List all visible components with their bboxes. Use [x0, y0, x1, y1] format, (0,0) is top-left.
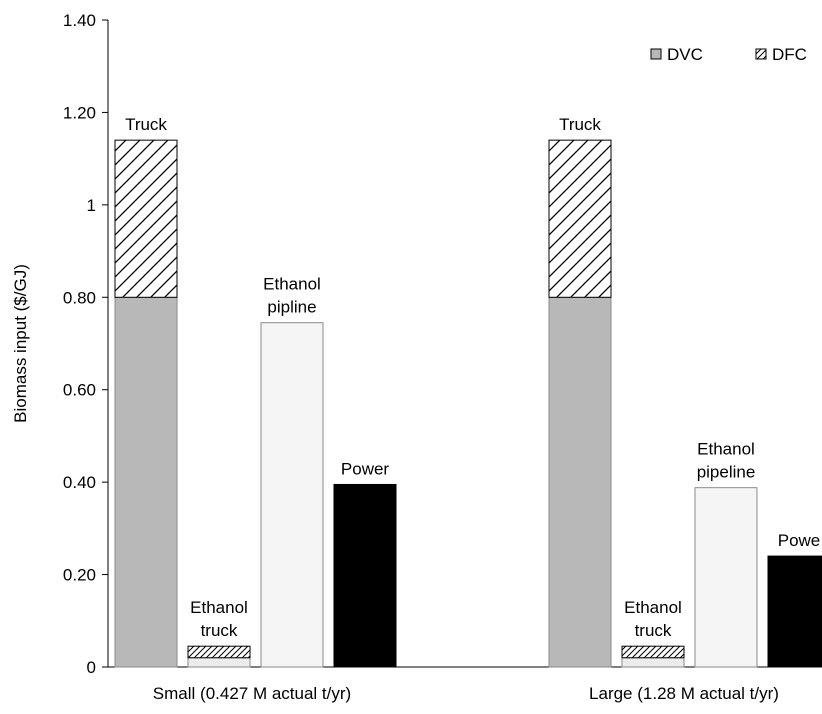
- legend-swatch: [650, 48, 662, 60]
- bar-dfc-segment: [548, 139, 612, 298]
- bar-dvc-segment: [333, 483, 397, 668]
- x-category-label: Large (1.28 M actual t/yr): [589, 684, 779, 703]
- bar-label: Power: [341, 459, 390, 478]
- bar-label: Powe: [778, 531, 821, 550]
- bar-dvc-segment: [767, 555, 822, 668]
- bar-dfc-segment: [187, 645, 251, 659]
- y-tick-label: 0.60: [63, 381, 96, 400]
- bar-dfc-segment: [621, 645, 685, 659]
- legend-label: DVC: [667, 45, 703, 64]
- bar-dvc-segment: [694, 487, 758, 668]
- bar-dvc-segment: [114, 296, 178, 668]
- bar-label: Ethanol: [263, 275, 321, 294]
- bar-label: Truck: [559, 115, 601, 134]
- y-tick-label: 0: [87, 658, 96, 677]
- y-tick-label: 1: [87, 196, 96, 215]
- x-category-label: Small (0.427 M actual t/yr): [153, 684, 351, 703]
- y-tick-label: 1.20: [63, 103, 96, 122]
- bar-label: pipline: [267, 298, 316, 317]
- bar-label: Ethanol: [190, 598, 248, 617]
- bar-dvc-segment: [548, 296, 612, 668]
- bar-label: truck: [635, 621, 672, 640]
- bar-dvc-segment: [187, 657, 251, 668]
- y-axis-title: Biomass input ($/GJ): [11, 264, 30, 423]
- y-tick-label: 0.40: [63, 473, 96, 492]
- y-tick-label: 1.40: [63, 11, 96, 30]
- bar-label: pipeline: [697, 463, 756, 482]
- bar-label: truck: [201, 621, 238, 640]
- bar-dvc-segment: [260, 322, 324, 668]
- legend-swatch: [755, 48, 767, 60]
- y-tick-label: 0.80: [63, 288, 96, 307]
- bar-label: Ethanol: [624, 598, 682, 617]
- bar-label: Truck: [125, 115, 167, 134]
- y-tick-label: 0.20: [63, 566, 96, 585]
- bar-dvc-segment: [621, 657, 685, 668]
- bar-label: Ethanol: [697, 440, 755, 459]
- bar-dfc-segment: [114, 139, 178, 298]
- legend-label: DFC: [772, 45, 807, 64]
